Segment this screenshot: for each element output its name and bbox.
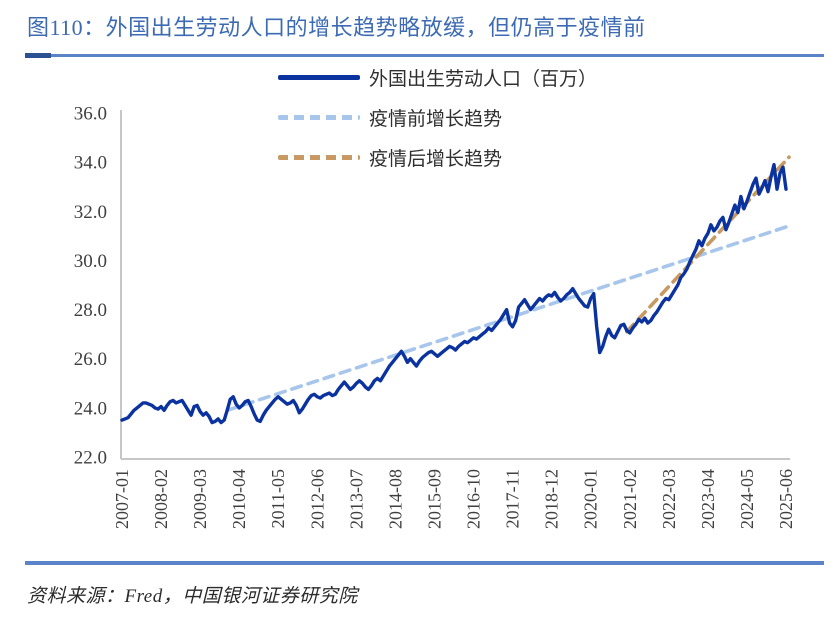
legend-swatch-dashed-tan	[278, 155, 360, 160]
y-tick-label: 26.0	[74, 349, 107, 370]
x-tick-label: 2008-02	[151, 469, 171, 529]
main-series-line	[120, 162, 788, 425]
y-tick-label: 22.0	[74, 448, 107, 469]
y-tick-label: 36.0	[74, 104, 107, 125]
legend-item-main-series: 外国出生劳动人口（百万）	[278, 64, 597, 91]
x-tick-label: 2023-04	[698, 469, 718, 529]
title-divider-cap	[25, 53, 51, 58]
x-tick-label: 2013-07	[346, 469, 366, 529]
x-tick-label: 2025-06	[776, 469, 796, 529]
y-tick-label: 32.0	[74, 202, 107, 223]
y-tick-label: 34.0	[74, 153, 107, 174]
title-divider	[25, 53, 824, 58]
y-axis-tick-labels: 22.0 24.0 26.0 28.0 30.0 32.0 34.0 36.0	[74, 104, 107, 469]
legend-label: 外国出生劳动人口（百万）	[369, 69, 598, 90]
x-tick-label: 2015-09	[425, 469, 445, 529]
x-axis-tick-labels: 2007-01 2008-02 2009-03 2010-04 2011-05 2012-…	[112, 469, 796, 529]
x-tick-label: 2009-03	[190, 469, 210, 529]
x-tick-label: 2014-08	[385, 469, 405, 529]
x-tick-label: 2017-11	[503, 469, 523, 528]
y-tick-label: 28.0	[74, 300, 107, 321]
legend-label: 疫情前增长趋势	[369, 109, 503, 130]
x-tick-label: 2022-03	[659, 469, 679, 529]
legend-label: 疫情后增长趋势	[369, 149, 503, 170]
x-tick-label: 2024-05	[737, 469, 757, 529]
chart-legend: 外国出生劳动人口（百万） 疫情前增长趋势 疫情后增长趋势	[278, 64, 597, 171]
x-tick-label: 2018-12	[542, 469, 562, 529]
x-tick-label: 2016-10	[464, 469, 484, 529]
source-note: 资料来源：Fred，中国银河证券研究院	[27, 586, 358, 607]
x-tick-label: 2020-01	[581, 469, 601, 529]
y-tick-label: 24.0	[74, 398, 107, 419]
x-tick-label: 2010-04	[229, 469, 249, 529]
footer-divider	[25, 561, 824, 565]
legend-swatch-solid-line	[278, 75, 360, 80]
legend-item-pre-pandemic-trend: 疫情前增长趋势	[278, 104, 597, 131]
legend-item-post-pandemic-trend: 疫情后增长趋势	[278, 144, 597, 171]
x-tick-label: 2011-05	[268, 469, 288, 528]
x-tick-label: 2021-02	[620, 469, 640, 529]
legend-swatch-dashed-blue	[278, 115, 360, 120]
y-tick-label: 30.0	[74, 251, 107, 272]
x-tick-label: 2012-06	[307, 469, 327, 529]
x-tick-label: 2007-01	[112, 469, 132, 529]
figure-title: 图110：外国出生劳动人口的增长趋势略放缓，但仍高于疫情前	[27, 15, 646, 40]
